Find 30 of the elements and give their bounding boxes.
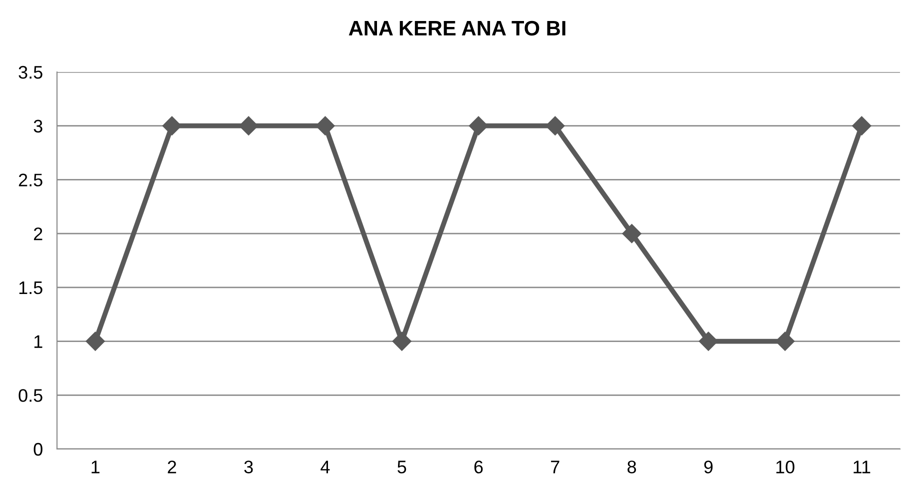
x-tick-label: 4 — [320, 460, 330, 474]
x-tick-label: 2 — [168, 460, 176, 474]
y-tick-label: 2 — [34, 228, 42, 240]
x-tick-label: 8 — [628, 460, 636, 474]
x-tick-label: 6 — [474, 460, 483, 474]
y-tick-label: 3.5 — [18, 66, 42, 79]
point — [392, 332, 412, 351]
x-tick-label: 9 — [704, 460, 713, 474]
point — [776, 332, 795, 351]
x-tick-label: 5 — [398, 460, 406, 474]
y-tick-label: 0 — [34, 442, 42, 456]
y-tick-label: 0.5 — [18, 389, 42, 402]
y-tick-label: 1.5 — [19, 282, 42, 294]
point — [162, 116, 182, 136]
point — [698, 332, 718, 351]
y-tick-label: 2.5 — [18, 174, 42, 186]
x-tick-label: 1 — [92, 460, 100, 474]
point — [852, 116, 872, 136]
chart-title: ANA KERE ANA TO BI — [348, 20, 566, 36]
point — [86, 332, 105, 351]
point — [546, 116, 565, 136]
x-tick-label: 7 — [551, 460, 560, 474]
x-tick-label: 10 — [776, 460, 794, 474]
point — [316, 116, 335, 136]
x-tick-label: 3 — [244, 460, 253, 474]
point — [622, 224, 642, 244]
y-tick-label: 3 — [34, 120, 42, 133]
point — [239, 116, 258, 136]
x-tick-label: 11 — [854, 460, 870, 474]
y-tick-label: 1 — [34, 335, 42, 348]
